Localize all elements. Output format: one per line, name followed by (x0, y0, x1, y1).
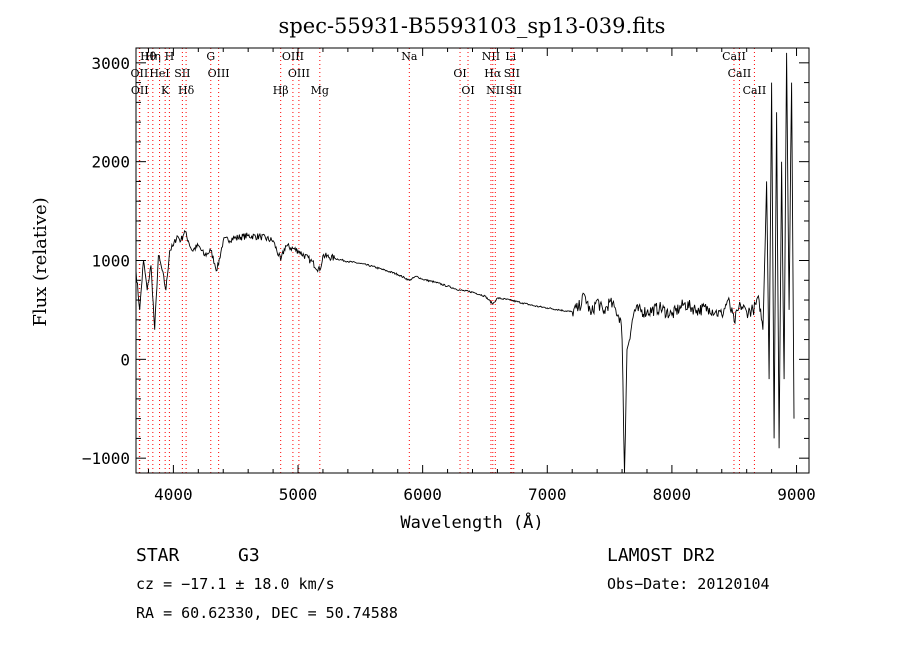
line-label: OIII (208, 67, 230, 80)
line-label: H (165, 50, 175, 63)
spectrum-series (135, 52, 795, 474)
redshift-cz: cz = −17.1 ± 18.0 km/s (136, 575, 335, 593)
object-class: STAR (136, 545, 180, 566)
x-tick-label: 4000 (154, 485, 193, 504)
x-tick-label: 7000 (528, 485, 567, 504)
y-tick-label: 2000 (91, 153, 130, 172)
line-label: Hθ (140, 50, 157, 63)
line-label: CaII (722, 50, 746, 63)
object-subclass: G3 (238, 545, 260, 566)
axis-ticks: 4000 5000 6000 7000 8000 9000 −1000 0 1000 2000 30… (82, 48, 816, 504)
line-label: K (161, 84, 170, 97)
line-label: Mg (311, 84, 329, 97)
plot-frame (135, 47, 810, 474)
line-label: OII (131, 84, 149, 97)
line-label: Na (401, 50, 418, 63)
line-label: G (206, 50, 215, 63)
line-label: Hα (484, 67, 502, 80)
line-label: CaII (728, 67, 752, 80)
line-markers: HθOIIOIIHηHeIKHSIIHδGOIIIHβOIIIOIIIMgNaO… (131, 48, 767, 473)
line-label: OIII (282, 50, 304, 63)
spectrum-line (135, 52, 795, 474)
chart-title: spec-55931-B5593103_sp13-039.fits (279, 14, 666, 38)
line-label: Li (505, 50, 516, 63)
x-tick-label: 9000 (777, 485, 816, 504)
x-axis-label: Wavelength (Å) (400, 511, 543, 533)
line-label: OII (131, 67, 149, 80)
y-tick-label: 3000 (91, 54, 130, 73)
x-tick-label: 5000 (279, 485, 318, 504)
line-label: NII (486, 84, 504, 97)
line-label: OI (453, 67, 466, 80)
survey-name: LAMOST DR2 (607, 545, 715, 566)
line-label: Hη (145, 50, 161, 63)
line-label: Hδ (178, 84, 195, 97)
line-label: SII (174, 67, 190, 80)
line-label: OI (461, 84, 474, 97)
line-label: SII (506, 84, 522, 97)
line-label: NII (482, 50, 500, 63)
y-tick-label: −1000 (82, 449, 130, 468)
obs-date: Obs−Date: 20120104 (607, 575, 770, 593)
line-label: CaII (743, 84, 767, 97)
x-tick-label: 8000 (653, 485, 692, 504)
ra-dec: RA = 60.62330, DEC = 50.74588 (136, 604, 398, 622)
y-tick-label: 1000 (91, 252, 130, 271)
line-label: HeI (149, 67, 169, 80)
x-tick-label: 6000 (403, 485, 442, 504)
y-tick-label: 0 (120, 350, 130, 369)
line-label: OIII (288, 67, 310, 80)
line-label: SII (504, 67, 520, 80)
line-label: Hβ (273, 84, 289, 97)
y-axis-label: Flux (relative) (30, 197, 51, 326)
